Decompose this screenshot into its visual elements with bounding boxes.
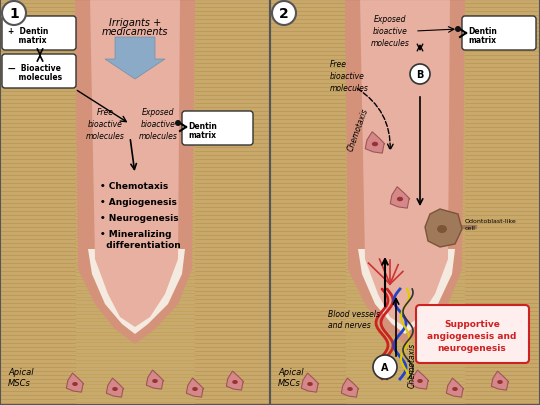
Bar <box>0 0 270 405</box>
Ellipse shape <box>152 379 158 383</box>
Text: +  Dentin: + Dentin <box>8 27 49 36</box>
Text: Apical
MSCs: Apical MSCs <box>8 367 33 387</box>
Ellipse shape <box>192 387 198 391</box>
FancyBboxPatch shape <box>2 17 76 51</box>
Bar <box>270 0 540 405</box>
FancyBboxPatch shape <box>416 305 529 363</box>
Polygon shape <box>106 378 124 397</box>
Polygon shape <box>0 0 75 405</box>
Text: Irrigants +: Irrigants + <box>109 18 161 28</box>
Text: Free
bioactive
molecules: Free bioactive molecules <box>85 108 124 140</box>
Circle shape <box>272 2 296 26</box>
Text: Dentin: Dentin <box>188 122 217 131</box>
Text: Apical
MSCs: Apical MSCs <box>278 367 303 387</box>
Text: • Mineralizing
  differentiation: • Mineralizing differentiation <box>100 230 181 249</box>
Ellipse shape <box>497 380 503 384</box>
Polygon shape <box>75 0 195 344</box>
Polygon shape <box>491 371 509 390</box>
Text: • Chemotaxis: • Chemotaxis <box>100 181 168 190</box>
Text: A: A <box>381 362 389 372</box>
Text: Blood vessels
and nerves: Blood vessels and nerves <box>328 309 380 329</box>
Polygon shape <box>360 0 450 327</box>
Circle shape <box>455 27 461 33</box>
Text: matrix: matrix <box>188 131 216 140</box>
Text: —  Bioactive: — Bioactive <box>8 64 61 73</box>
Polygon shape <box>355 249 455 334</box>
Text: matrix: matrix <box>468 36 496 45</box>
Polygon shape <box>390 187 410 209</box>
Text: Dentin: Dentin <box>468 27 497 36</box>
Text: • Angiogenesis: • Angiogenesis <box>100 198 177 207</box>
Polygon shape <box>186 378 204 397</box>
Text: Odontoblast-like
cell: Odontoblast-like cell <box>465 219 517 230</box>
Text: Exposed
bioactive
molecules: Exposed bioactive molecules <box>370 15 409 47</box>
Polygon shape <box>365 132 385 154</box>
Polygon shape <box>341 378 359 397</box>
Polygon shape <box>195 0 270 405</box>
Text: Chemotaxis: Chemotaxis <box>346 107 370 152</box>
Polygon shape <box>270 0 345 405</box>
Text: molecules: molecules <box>8 73 62 82</box>
Ellipse shape <box>372 143 378 147</box>
Circle shape <box>373 355 397 379</box>
Text: 2: 2 <box>279 7 289 21</box>
Circle shape <box>2 2 26 26</box>
Polygon shape <box>66 373 84 392</box>
Text: 1: 1 <box>9 7 19 21</box>
Ellipse shape <box>232 380 238 384</box>
Circle shape <box>410 65 430 85</box>
Text: • Neurogenesis: • Neurogenesis <box>100 213 179 222</box>
Polygon shape <box>411 370 429 389</box>
Ellipse shape <box>417 379 423 383</box>
Polygon shape <box>425 209 462 247</box>
Polygon shape <box>226 371 244 390</box>
FancyBboxPatch shape <box>182 112 253 146</box>
Text: Exposed
bioactive
molecules: Exposed bioactive molecules <box>139 108 178 140</box>
Polygon shape <box>447 378 464 397</box>
Ellipse shape <box>72 382 78 386</box>
Polygon shape <box>345 0 465 344</box>
Polygon shape <box>90 0 180 327</box>
Text: Supportive
angiogenesis and
neurogenesis: Supportive angiogenesis and neurogenesis <box>427 319 517 352</box>
Text: medicaments: medicaments <box>102 27 168 37</box>
Polygon shape <box>85 249 185 334</box>
Ellipse shape <box>307 382 313 386</box>
Ellipse shape <box>347 387 353 391</box>
Polygon shape <box>105 38 165 80</box>
Ellipse shape <box>437 226 447 233</box>
Text: Chemotaxis: Chemotaxis <box>408 341 417 387</box>
Text: B: B <box>416 70 424 80</box>
Circle shape <box>175 121 181 127</box>
FancyBboxPatch shape <box>462 17 536 51</box>
Text: Free
bioactive
molecules: Free bioactive molecules <box>330 60 369 92</box>
FancyBboxPatch shape <box>2 55 76 89</box>
Polygon shape <box>301 373 319 392</box>
Polygon shape <box>146 370 164 389</box>
Ellipse shape <box>452 387 458 391</box>
Polygon shape <box>465 0 540 405</box>
Ellipse shape <box>112 387 118 391</box>
Ellipse shape <box>397 197 403 202</box>
Text: matrix: matrix <box>8 36 46 45</box>
